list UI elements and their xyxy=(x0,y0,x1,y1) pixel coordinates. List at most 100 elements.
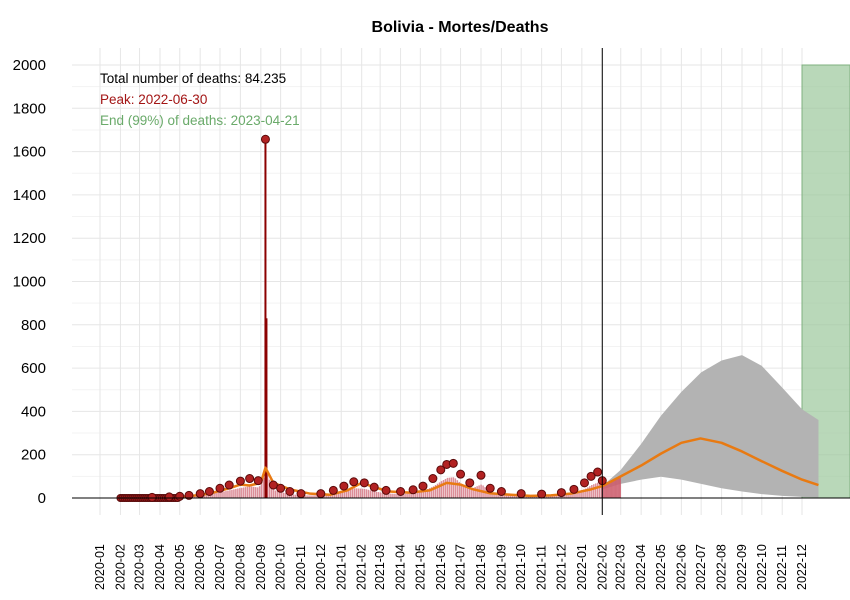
x-tick-label: 2021-10 xyxy=(514,544,528,590)
x-tick-label: 2022-05 xyxy=(654,544,668,590)
observed-point xyxy=(456,469,466,479)
observed-bar xyxy=(233,489,235,498)
observed-bar xyxy=(387,493,389,498)
x-tick-label: 2021-02 xyxy=(355,544,369,590)
y-axis-ticks: 0 200 400 600 800 1000 1200 1400 1600 1800 2000 xyxy=(13,57,46,507)
observed-bar xyxy=(334,493,336,498)
observed-bar xyxy=(401,494,403,498)
observed-bar xyxy=(241,487,243,498)
observed-bar xyxy=(379,492,381,498)
observed-bar xyxy=(430,487,433,498)
observed-bar xyxy=(304,495,306,498)
observed-bar xyxy=(365,489,368,498)
y-tick-label: 200 xyxy=(21,447,46,464)
x-tick-label: 2020-10 xyxy=(274,544,288,590)
observed-bar xyxy=(284,492,287,498)
x-tick-label: 2021-12 xyxy=(554,544,568,590)
observed-point xyxy=(516,489,526,499)
x-tick-label: 2021-07 xyxy=(454,544,468,590)
observed-bars xyxy=(152,139,603,498)
annotation-peak: Peak: 2022-06-30 xyxy=(100,92,207,107)
observed-bar xyxy=(442,480,445,498)
forecast-bar xyxy=(614,479,616,498)
x-tick-label: 2022-09 xyxy=(735,544,749,590)
end-region xyxy=(801,64,850,499)
x-tick-label: 2021-01 xyxy=(334,544,348,590)
chart-title: Bolivia - Mortes/Deaths xyxy=(372,19,549,36)
observed-point xyxy=(586,471,596,481)
observed-bar xyxy=(452,477,455,498)
observed-bar xyxy=(367,489,370,498)
observed-bar xyxy=(405,493,407,498)
observed-point xyxy=(569,484,579,494)
y-tick-label: 2000 xyxy=(13,57,46,74)
observed-bar xyxy=(573,492,575,498)
observed-bar xyxy=(450,477,453,498)
observed-bar xyxy=(395,493,397,498)
observed-bar xyxy=(422,490,425,498)
observed-point xyxy=(215,483,225,493)
observed-bar xyxy=(278,491,281,498)
observed-point xyxy=(195,489,205,499)
forecast-bar xyxy=(611,481,614,498)
observed-bar xyxy=(585,488,587,498)
observed-bar xyxy=(276,491,279,498)
observed-bar xyxy=(330,493,332,498)
observed-bar xyxy=(272,488,275,498)
forecast-bar xyxy=(608,482,611,498)
observed-bar xyxy=(575,492,577,498)
observed-bar xyxy=(349,489,352,498)
forecast-bar xyxy=(602,486,604,498)
observed-bar xyxy=(219,492,221,498)
forecast-band xyxy=(602,355,819,498)
observed-bar xyxy=(385,493,387,498)
x-tick-label: 2021-04 xyxy=(394,544,408,590)
end-region-rect xyxy=(801,64,850,499)
observed-bar xyxy=(308,495,310,498)
observed-point xyxy=(349,477,359,487)
observed-bar xyxy=(553,495,555,498)
observed-bar xyxy=(377,492,380,498)
observed-bar xyxy=(389,493,391,498)
observed-bar xyxy=(460,483,463,498)
observed-bar xyxy=(600,486,603,498)
observed-bar xyxy=(438,482,441,498)
y-tick-label: 600 xyxy=(21,360,46,377)
observed-bar xyxy=(225,491,227,498)
observed-bar xyxy=(258,486,261,498)
x-tick-label: 2021-06 xyxy=(434,544,448,590)
observed-bar xyxy=(476,486,478,498)
observed-bar xyxy=(217,492,219,498)
x-tick-label: 2020-08 xyxy=(233,544,247,590)
observed-bar xyxy=(262,477,265,498)
observed-bar xyxy=(280,492,283,498)
forecast-bar xyxy=(604,484,607,498)
observed-bar xyxy=(403,493,405,498)
observed-point xyxy=(579,478,589,488)
observed-point xyxy=(268,480,278,490)
x-tick-label: 2022-07 xyxy=(694,544,708,590)
x-tick-label: 2022-10 xyxy=(755,544,769,590)
observed-point xyxy=(369,482,379,492)
observed-bar xyxy=(353,488,356,498)
observed-bar xyxy=(571,493,573,498)
observed-bar xyxy=(490,492,492,498)
observed-bar xyxy=(434,485,437,498)
observed-bar xyxy=(193,496,196,498)
observed-bar xyxy=(310,495,312,498)
observed-point xyxy=(316,489,326,499)
observed-bar xyxy=(375,491,378,498)
observed-point xyxy=(253,476,263,486)
forecast-bar xyxy=(612,480,615,498)
x-tick-label: 2022-02 xyxy=(595,544,609,590)
observed-bar xyxy=(468,488,470,498)
observed-bar xyxy=(446,477,449,498)
observed-bar xyxy=(399,494,401,498)
observed-bar xyxy=(504,494,506,498)
observed-bar xyxy=(383,493,385,498)
observed-bar xyxy=(256,487,259,498)
observed-bar xyxy=(419,491,421,498)
x-tick-label: 2020-02 xyxy=(113,544,127,590)
forecast-bar xyxy=(616,478,619,498)
